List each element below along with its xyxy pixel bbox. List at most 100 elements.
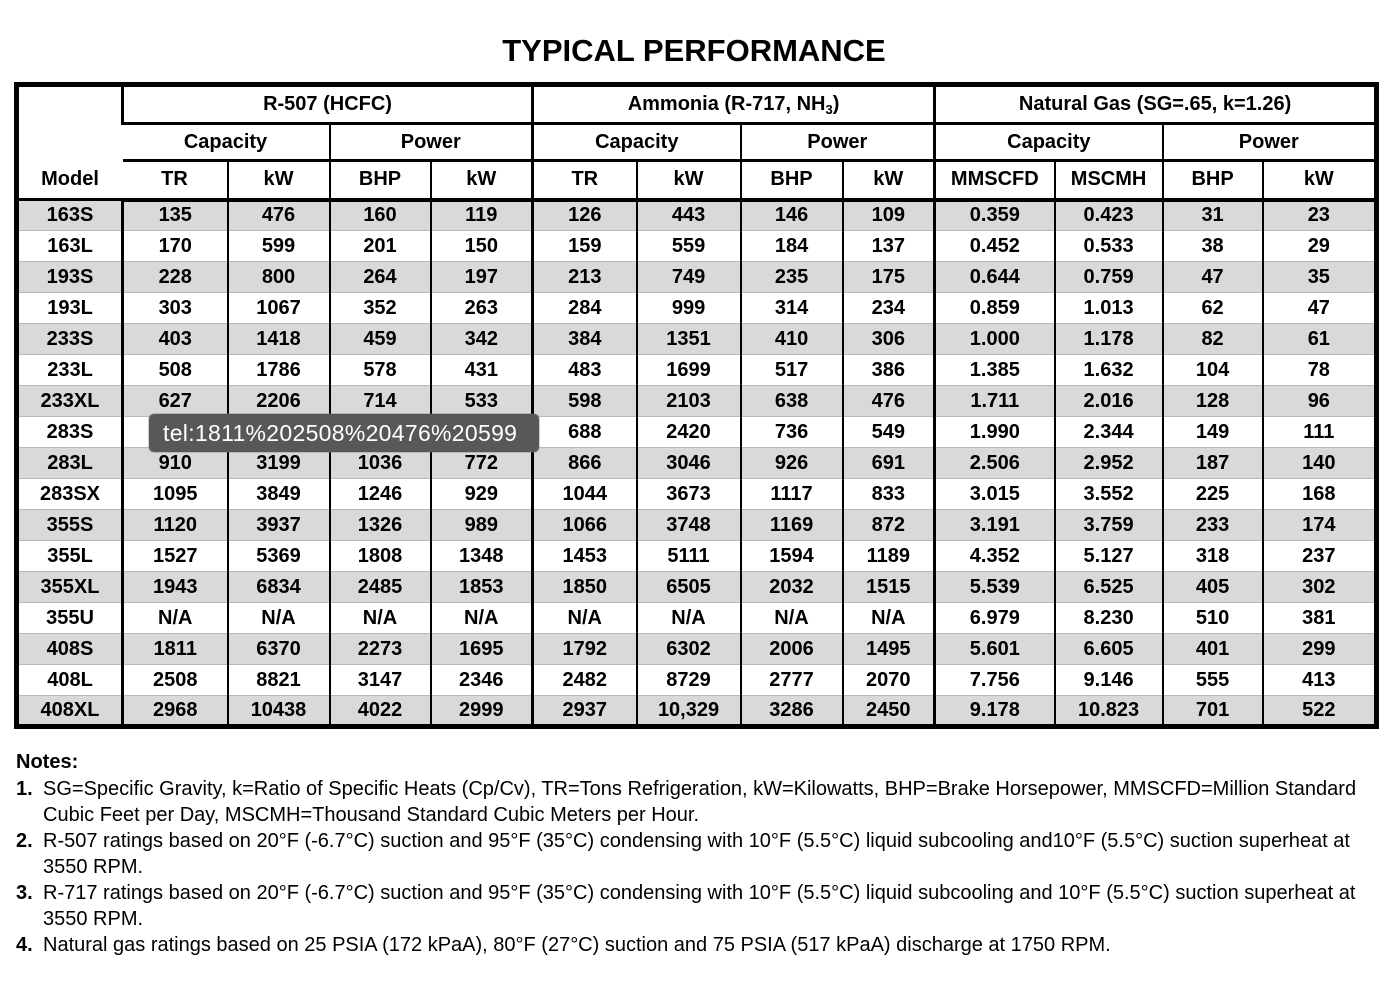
group-header-natural-gas: Natural Gas (SG=.65, k=1.26)	[933, 84, 1377, 125]
value-cell: 234	[841, 292, 935, 324]
model-column-header: Model	[16, 84, 123, 201]
value-cell: 299	[1261, 633, 1377, 665]
subheader-power-gas: Power	[1161, 123, 1377, 162]
value-cell: 443	[635, 199, 741, 231]
value-cell: 3147	[328, 664, 431, 696]
value-cell: 159	[531, 230, 637, 262]
value-cell: 3046	[635, 447, 741, 479]
value-cell: 1.000	[933, 323, 1055, 355]
value-cell: 1699	[635, 354, 741, 386]
col-header-bhp: BHP	[739, 160, 843, 202]
value-cell: 104	[1161, 354, 1263, 386]
value-cell: 872	[841, 509, 935, 541]
col-header-kw: kW	[635, 160, 741, 202]
value-cell: 1117	[739, 478, 843, 510]
value-cell: 800	[226, 261, 330, 293]
value-cell: 508	[121, 354, 228, 386]
value-cell: 137	[841, 230, 935, 262]
value-cell: 201	[328, 230, 431, 262]
table-body: 163S 135 476 160 119 126 443 146 109 0.359 0.423 31…	[16, 199, 1377, 727]
value-cell: 866	[531, 447, 637, 479]
value-cell: 3748	[635, 509, 741, 541]
value-cell: 555	[1161, 664, 1263, 696]
note-text: R-717 ratings based on 20°F (-6.7°C) suc…	[43, 882, 1356, 930]
value-cell: 0.452	[933, 230, 1055, 262]
value-cell: 2999	[429, 695, 533, 727]
table-row: 163S 135 476 160 119 126 443 146 109 0.359 0.423 31…	[16, 199, 1377, 231]
value-cell: 23	[1261, 199, 1377, 231]
value-cell: 999	[635, 292, 741, 324]
col-header-bhp: BHP	[1161, 160, 1263, 202]
model-cell: 283L	[16, 447, 123, 479]
value-cell: 3.759	[1053, 509, 1163, 541]
value-cell: 31	[1161, 199, 1263, 231]
value-cell: 1036	[328, 447, 431, 479]
model-cell: 233S	[16, 323, 123, 355]
value-cell: 749	[635, 261, 741, 293]
note-item: 3. R-717 ratings based on 20°F (-6.7°C) …	[16, 880, 1376, 932]
value-cell: 306	[841, 323, 935, 355]
value-cell: 235	[739, 261, 843, 293]
value-cell: 213	[531, 261, 637, 293]
value-cell: 510	[1161, 602, 1263, 634]
value-cell: 1095	[121, 478, 228, 510]
model-cell: 355U	[16, 602, 123, 634]
table-row: 355XL 1943 6834 2485 1853 1850 6505 2032 1515 5.5…	[16, 571, 1377, 603]
value-cell: 150	[429, 230, 533, 262]
value-cell: 2777	[739, 664, 843, 696]
table-row: 408L 2508 8821 3147 2346 2482 8729 2777 2070 7.75…	[16, 664, 1377, 696]
value-cell: N/A	[226, 602, 330, 634]
value-cell: 1853	[429, 571, 533, 603]
col-header-mmscfd: MMSCFD	[933, 160, 1055, 202]
value-cell: 2346	[429, 664, 533, 696]
value-cell: 6302	[635, 633, 741, 665]
value-cell: 302	[1261, 571, 1377, 603]
table-row: 408S 1811 6370 2273 1695 1792 6302 2006 1495 5.60…	[16, 633, 1377, 665]
value-cell: 598	[531, 385, 637, 417]
value-cell: 4.352	[933, 540, 1055, 572]
value-cell: 197	[429, 261, 533, 293]
table-row: 283SX 1095 3849 1246 929 1044 3673 1117 833 3.015…	[16, 478, 1377, 510]
subheader-power-ammonia: Power	[739, 123, 935, 162]
value-cell: 82	[1161, 323, 1263, 355]
value-cell: 38	[1161, 230, 1263, 262]
notes-heading: Notes:	[16, 751, 79, 773]
value-cell: 2206	[226, 385, 330, 417]
value-cell: N/A	[739, 602, 843, 634]
value-cell: 1418	[226, 323, 330, 355]
value-cell: 2485	[328, 571, 431, 603]
value-cell: 303	[121, 292, 228, 324]
group-header-r507: R-507 (HCFC)	[120, 84, 533, 125]
subheader-capacity-ammonia: Capacity	[531, 123, 741, 162]
value-cell: 1808	[328, 540, 431, 572]
table-row: 193L 303 1067 352 263 284 999 314 234 0.859 1.013 6…	[16, 292, 1377, 324]
value-cell: 5.601	[933, 633, 1055, 665]
performance-table: Model R-507 (HCFC) Ammonia (R-717, NH3) …	[14, 82, 1380, 729]
table-row: 233S 403 1418 459 342 384 1351 410 306 1.000 1.178…	[16, 323, 1377, 355]
value-cell: 1850	[531, 571, 637, 603]
value-cell: 3937	[226, 509, 330, 541]
value-cell: 2103	[635, 385, 741, 417]
col-header-bhp: BHP	[328, 160, 431, 202]
value-cell: 410	[739, 323, 843, 355]
value-cell: 989	[429, 509, 533, 541]
value-cell: 638	[739, 385, 843, 417]
value-cell: 5.127	[1053, 540, 1163, 572]
value-cell: 1786	[226, 354, 330, 386]
capacity-power-header-row: Capacity Power Capacity Power Capacity P…	[17, 123, 1377, 162]
value-cell: 599	[226, 230, 330, 262]
col-header-tr: TR	[122, 160, 228, 202]
subheader-power-r507: Power	[328, 123, 533, 162]
value-cell: 459	[328, 323, 431, 355]
value-cell: 6834	[226, 571, 330, 603]
value-cell: 1246	[328, 478, 431, 510]
col-header-mscmh: MSCMH	[1053, 160, 1163, 202]
value-cell: 7.756	[933, 664, 1055, 696]
value-cell: 381	[1261, 602, 1377, 634]
value-cell: 1.711	[933, 385, 1055, 417]
value-cell: 2937	[531, 695, 637, 727]
table-row: 355U N/A N/A N/A N/A N/A N/A N/A N/A 6.979 8.230 51…	[16, 602, 1377, 634]
value-cell: 533	[429, 385, 533, 417]
model-cell: 163S	[46, 204, 94, 226]
subheader-capacity-gas: Capacity	[933, 123, 1163, 162]
